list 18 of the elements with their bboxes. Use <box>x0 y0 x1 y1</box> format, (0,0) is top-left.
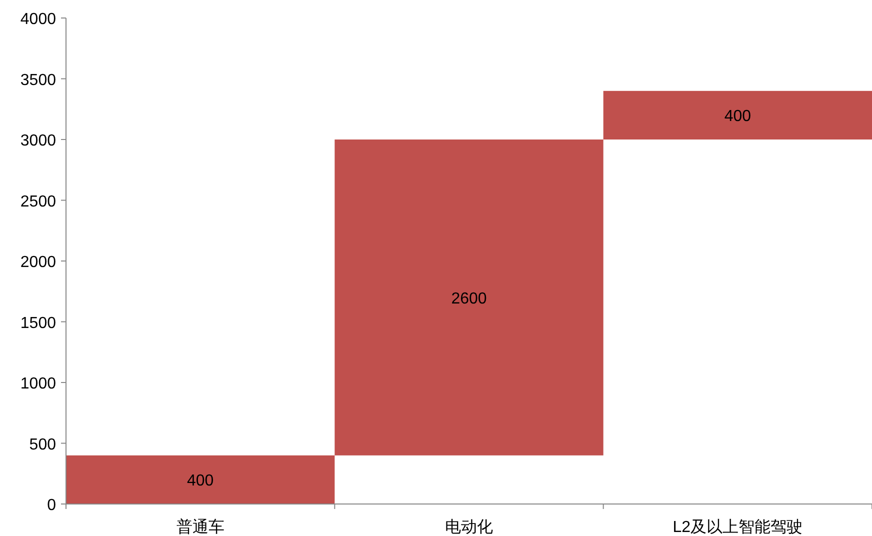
y-tick-label: 1500 <box>20 314 56 332</box>
data-label: 400 <box>724 108 752 126</box>
bar <box>334 140 604 456</box>
y-tick-label: 2500 <box>20 193 56 210</box>
bar <box>603 90 872 140</box>
y-tick-label: 2000 <box>20 254 56 271</box>
data-label: 2600 <box>451 290 487 308</box>
bar <box>66 455 335 504</box>
y-tick-label: 3000 <box>20 132 56 150</box>
y-tick-label: 3500 <box>20 72 56 89</box>
y-tick-label: 0 <box>47 497 56 514</box>
x-tick-label: 普通车 <box>176 518 224 536</box>
y-tick-label: 1000 <box>20 376 56 392</box>
x-tick-label: L2及以上智能驾驶 <box>672 518 803 536</box>
x-tick-label: 电动化 <box>445 518 493 536</box>
y-tick-label: 500 <box>29 436 56 454</box>
data-label: 400 <box>186 472 214 490</box>
y-tick-label: 4000 <box>20 11 56 28</box>
